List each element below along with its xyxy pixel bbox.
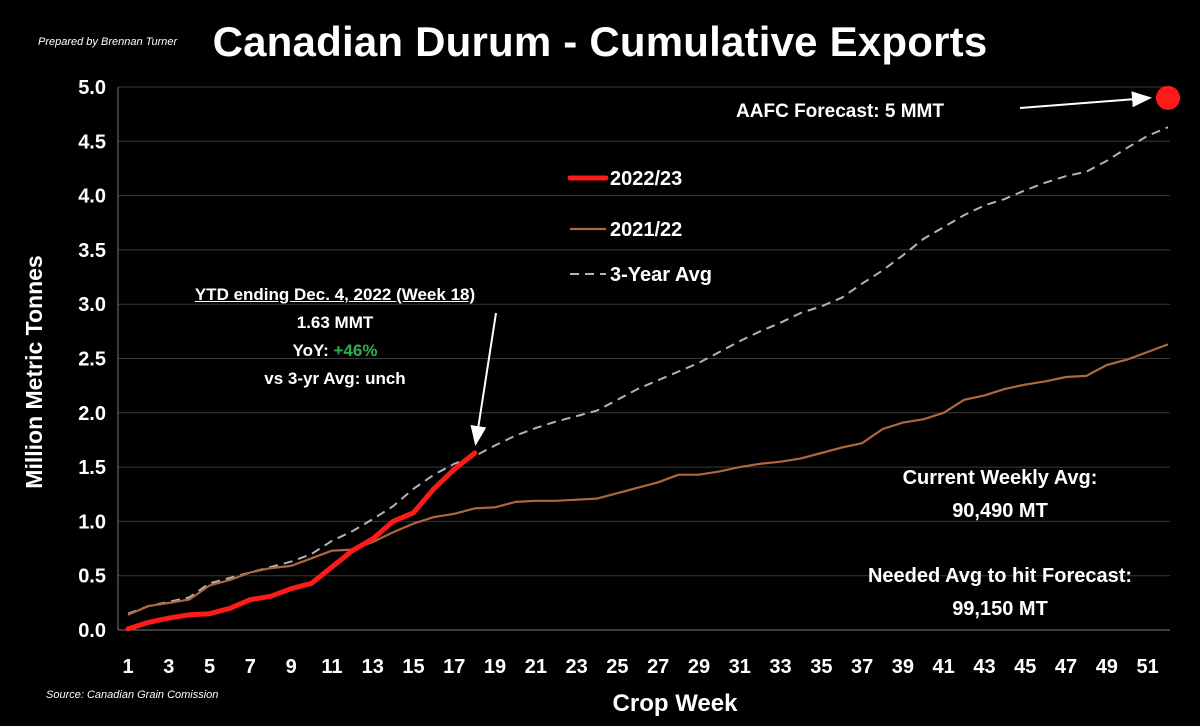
chart-title: Canadian Durum - Cumulative Exports <box>212 18 988 65</box>
x-tick-label: 5 <box>204 656 215 678</box>
vs-avg-line: vs 3-yr Avg: unch <box>264 369 406 388</box>
x-tick-label: 7 <box>245 656 256 678</box>
yoy-line: YoY: +46% <box>150 337 520 365</box>
current-weekly-avg-annotation: Current Weekly Avg: 90,490 MT <box>810 462 1190 528</box>
weekly-label: Current Weekly Avg: <box>902 467 1098 489</box>
legend-label: 2021/22 <box>610 219 682 241</box>
x-tick-label: 13 <box>362 656 384 678</box>
x-tick-label: 9 <box>286 656 297 678</box>
ytd-value: 1.63 MMT <box>296 313 374 332</box>
x-tick-label: 25 <box>606 656 628 678</box>
prepared-by-credit: Prepared by Brennan Turner <box>38 36 178 48</box>
x-tick-label: 39 <box>892 656 914 678</box>
y-tick-label: 0.5 <box>78 566 106 588</box>
forecast-arrow <box>1019 91 1152 109</box>
ytd-annotation: YTD ending Dec. 4, 2022 (Week 18) 1.63 M… <box>150 281 520 393</box>
x-tick-label: 19 <box>484 656 506 678</box>
x-tick-label: 29 <box>688 656 710 678</box>
x-tick-label: 27 <box>647 656 669 678</box>
x-tick-label: 47 <box>1055 656 1077 678</box>
y-tick-label: 1.0 <box>78 511 106 533</box>
y-tick-label: 5.0 <box>78 77 106 99</box>
y-tick-label: 2.0 <box>78 403 106 425</box>
series-line-2022-23 <box>125 450 478 632</box>
series-line-3-year-avg <box>127 126 1169 615</box>
needed-avg-annotation: Needed Avg to hit Forecast: 99,150 MT <box>810 560 1190 626</box>
y-tick-label: 4.5 <box>78 131 106 153</box>
x-tick-label: 1 <box>122 656 133 678</box>
x-tick-label: 17 <box>443 656 465 678</box>
forecast-point <box>1156 85 1180 110</box>
x-tick-label: 21 <box>525 656 547 678</box>
x-tick-label: 33 <box>769 656 791 678</box>
y-tick-label: 4.0 <box>78 186 106 208</box>
needed-value: 99,150 MT <box>952 598 1048 620</box>
ytd-arrow <box>470 312 497 446</box>
y-tick-label: 2.5 <box>78 349 106 371</box>
x-tick-label: 23 <box>566 656 588 678</box>
x-tick-label: 3 <box>163 656 174 678</box>
x-tick-label: 43 <box>973 656 995 678</box>
source-note: Source: Canadian Grain Comission <box>46 689 219 701</box>
y-axis-label: Million Metric Tonnes <box>21 255 47 488</box>
legend-label: 2022/23 <box>610 168 682 190</box>
x-tick-label: 45 <box>1014 656 1036 678</box>
x-tick-label: 49 <box>1096 656 1118 678</box>
x-tick-label: 51 <box>1136 656 1158 678</box>
ytd-header: YTD ending Dec. 4, 2022 (Week 18) <box>194 285 476 304</box>
x-axis-label: Crop Week <box>613 690 739 717</box>
y-tick-label: 0.0 <box>78 620 106 642</box>
x-tick-label: 11 <box>321 656 342 678</box>
x-tick-label: 15 <box>402 656 424 678</box>
x-tick-label: 37 <box>851 656 873 678</box>
y-tick-label: 1.5 <box>78 457 106 479</box>
needed-label: Needed Avg to hit Forecast: <box>867 565 1133 587</box>
y-tick-label: 3.5 <box>78 240 106 262</box>
legend-label: 3-Year Avg <box>610 264 712 286</box>
aafc-forecast-annotation: AAFC Forecast: 5 MMT <box>736 101 944 122</box>
weekly-value: 90,490 MT <box>952 500 1048 522</box>
yoy-value: +46% <box>333 341 378 360</box>
series-line-2021-22 <box>127 343 1169 616</box>
y-tick-label: 3.0 <box>78 294 106 316</box>
yoy-label: YoY: <box>292 341 334 360</box>
x-tick-label: 31 <box>729 656 751 678</box>
x-tick-label: 41 <box>933 656 955 678</box>
x-tick-label: 35 <box>810 656 832 678</box>
